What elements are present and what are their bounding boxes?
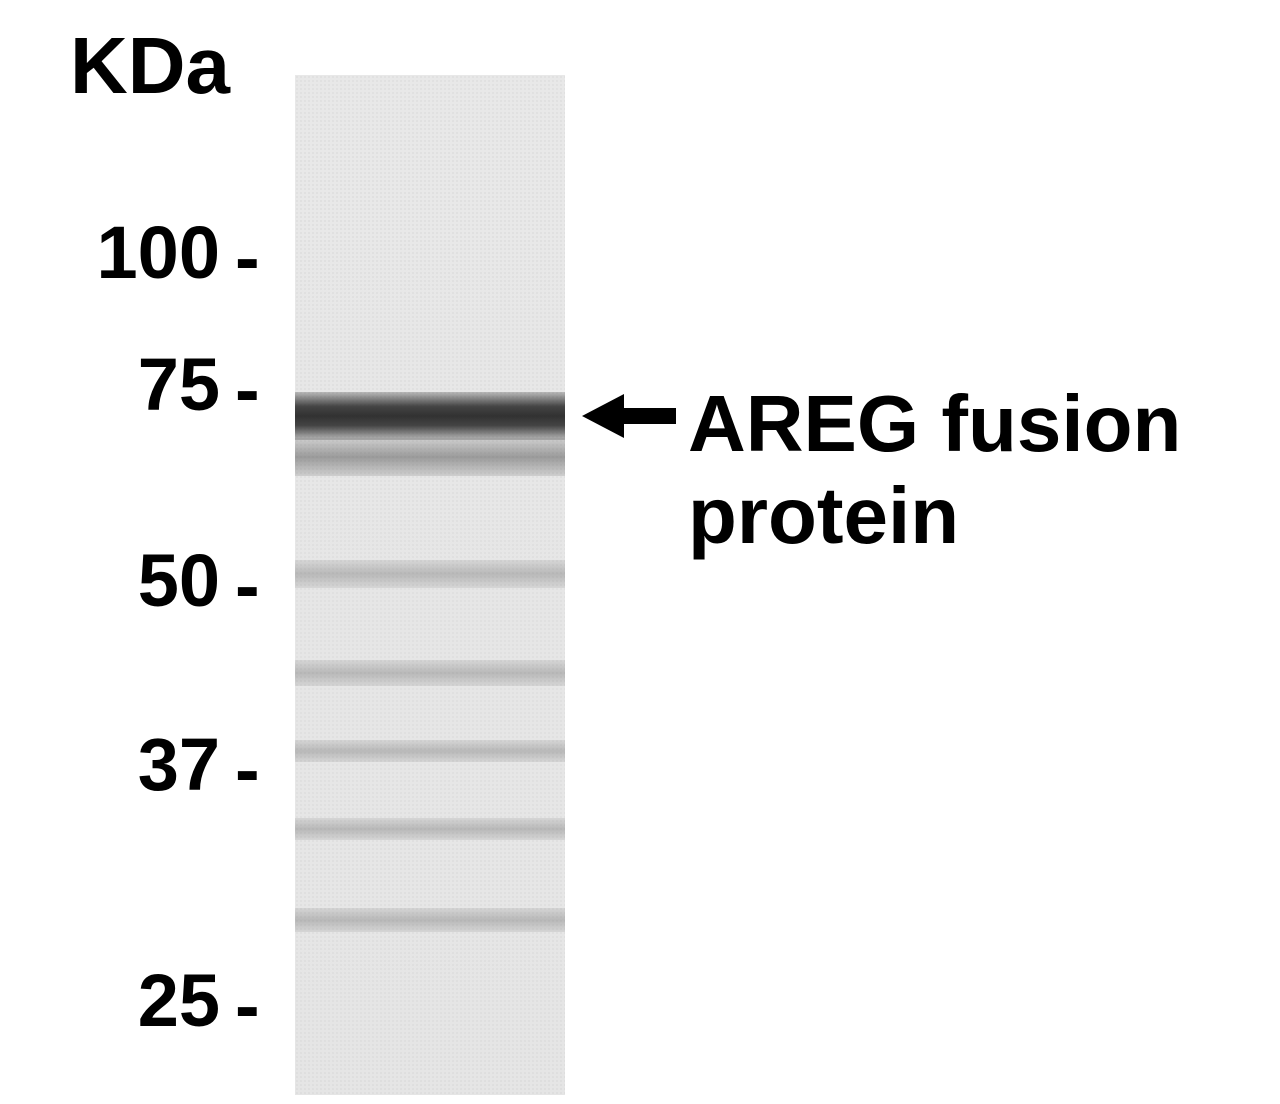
band-secondary	[295, 438, 565, 476]
western-blot-figure: KDa 100 - 75 - 50 - 37 - 25 - AREG fusio…	[0, 0, 1280, 1104]
marker-50: 50	[40, 538, 220, 623]
band-faint-5	[295, 908, 565, 932]
annotation-arrow	[582, 394, 676, 438]
arrow-head-icon	[582, 394, 624, 438]
arrow-shaft	[624, 408, 676, 424]
band-faint-4	[295, 818, 565, 840]
marker-25: 25	[40, 958, 220, 1043]
marker-dash-25: -	[235, 963, 260, 1048]
unit-label: KDa	[70, 20, 230, 112]
marker-75: 75	[40, 342, 220, 427]
band-faint-2	[295, 660, 565, 686]
marker-37: 37	[40, 722, 220, 807]
marker-dash-75: -	[235, 347, 260, 432]
marker-dash-50: -	[235, 543, 260, 628]
marker-100: 100	[40, 210, 220, 295]
band-main-areg	[295, 392, 565, 440]
band-faint-1	[295, 560, 565, 588]
blot-lane	[295, 75, 565, 1095]
marker-dash-37: -	[235, 727, 260, 812]
annotation-text: AREG fusion protein	[688, 378, 1181, 562]
annotation-line1: AREG fusion	[688, 378, 1181, 470]
annotation-line2: protein	[688, 470, 1181, 562]
marker-dash-100: -	[235, 215, 260, 300]
band-faint-3	[295, 740, 565, 762]
